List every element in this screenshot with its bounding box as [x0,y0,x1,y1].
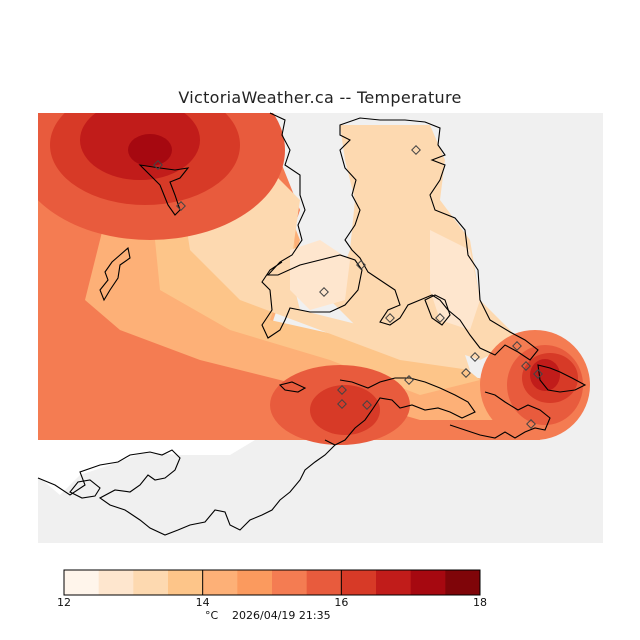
map-title: VictoriaWeather.ca -- Temperature [178,88,462,107]
colorbar-units: °C [205,609,219,622]
coastline-islet-south [278,381,307,393]
diamond-icon [337,399,347,409]
hotspot-south-inner [310,385,380,435]
diamond-icon [404,375,414,385]
observation-timestamp: 2026/04/19 21:35 [232,609,331,622]
temperature-field [38,113,590,445]
colorbar-cell [306,570,342,595]
diamond-icon [356,260,366,270]
diamond-icon [153,160,163,170]
coastline-southern-land [37,444,336,536]
diamond-icon [521,361,531,371]
diamond-icon [385,313,395,323]
colorbar-cell [376,570,412,595]
colorbar-cell [237,570,273,595]
colorbar-tick-label-14: 14 [195,596,210,609]
coastline-south-shore [324,377,476,446]
coastline-southern-inlet [69,479,101,499]
colorbar-cell [445,570,481,595]
diamond-icon [470,352,480,362]
coastline-east-island [261,112,363,339]
hotspot-northwest-core [128,134,172,166]
diamond-icon [533,369,543,379]
colorbar-tick-label-18: 18 [473,596,487,609]
colorbar-cell [202,570,238,595]
colorbar-tick-label-16: 16 [334,596,349,609]
colorbar-cell [64,570,100,595]
field-band-core [180,160,470,370]
diamond-icon [362,400,372,410]
diamond-icon [435,313,445,323]
colorbar-cell [168,570,204,595]
coastline-islet-north [138,164,190,216]
colorbar [63,569,481,596]
coastline-southeast-tip [537,364,587,393]
diamond-icon [512,341,522,351]
hotspot-southeast-core [530,359,560,391]
coastline-peninsula [339,117,539,361]
colorbar-cell [98,570,134,595]
no-data-white-south [38,440,255,495]
colorbar-cell [341,570,377,595]
station-markers [153,145,543,429]
diamond-icon [319,287,329,297]
diamond-icon [526,419,536,429]
colorbar-cell [272,570,308,595]
diamond-icon [176,201,186,211]
colorbar-cell [133,570,169,595]
coastline-islet-central [424,294,451,326]
coastlines [37,112,587,536]
coastline-southeast-shore [449,391,551,439]
colorbar-tick-label-12: 12 [57,596,71,609]
diamond-icon [411,145,421,155]
diamond-icon [461,368,471,378]
colorbar-cell [410,570,446,595]
field-band-bay-light [290,240,350,310]
coastline-small-island-west [99,246,131,302]
diamond-icon [337,385,347,395]
